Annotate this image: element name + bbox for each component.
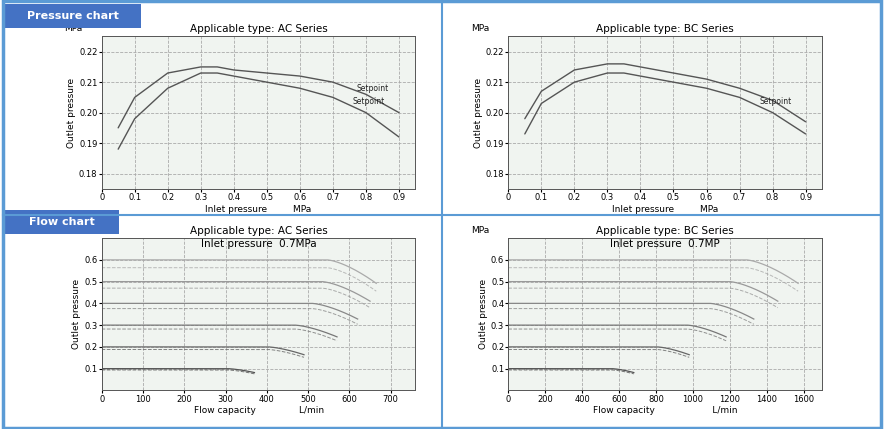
- Y-axis label: Outlet pressure: Outlet pressure: [72, 279, 81, 349]
- Text: MPa: MPa: [470, 226, 489, 235]
- Text: MPa: MPa: [64, 226, 82, 235]
- X-axis label: Inlet pressure         MPa: Inlet pressure MPa: [205, 205, 312, 214]
- Text: Applicable type: AC Series: Applicable type: AC Series: [190, 226, 327, 236]
- Text: Applicable type: AC Series: Applicable type: AC Series: [190, 24, 327, 34]
- Text: Applicable type: BC Series: Applicable type: BC Series: [597, 24, 734, 34]
- Text: Applicable type: BC Series: Applicable type: BC Series: [597, 226, 734, 236]
- Text: Inlet pressure  0.7MPa: Inlet pressure 0.7MPa: [201, 239, 316, 249]
- Text: MPa: MPa: [64, 24, 82, 33]
- X-axis label: Flow capacity                    L/min: Flow capacity L/min: [593, 406, 737, 415]
- X-axis label: Inlet pressure         MPa: Inlet pressure MPa: [612, 205, 719, 214]
- Text: MPa: MPa: [470, 24, 489, 33]
- Y-axis label: Outlet pressure: Outlet pressure: [67, 78, 76, 148]
- Text: Pressure chart: Pressure chart: [27, 11, 118, 21]
- Text: Setpoint: Setpoint: [759, 97, 791, 106]
- Y-axis label: Outlet pressure: Outlet pressure: [479, 279, 488, 349]
- Y-axis label: Outlet pressure: Outlet pressure: [474, 78, 483, 148]
- Text: Setpoint: Setpoint: [356, 84, 388, 93]
- Text: Inlet pressure  0.7MP: Inlet pressure 0.7MP: [610, 239, 720, 249]
- Text: Setpoint: Setpoint: [353, 97, 385, 106]
- X-axis label: Flow capacity               L/min: Flow capacity L/min: [194, 406, 324, 415]
- Text: Flow chart: Flow chart: [29, 217, 95, 227]
